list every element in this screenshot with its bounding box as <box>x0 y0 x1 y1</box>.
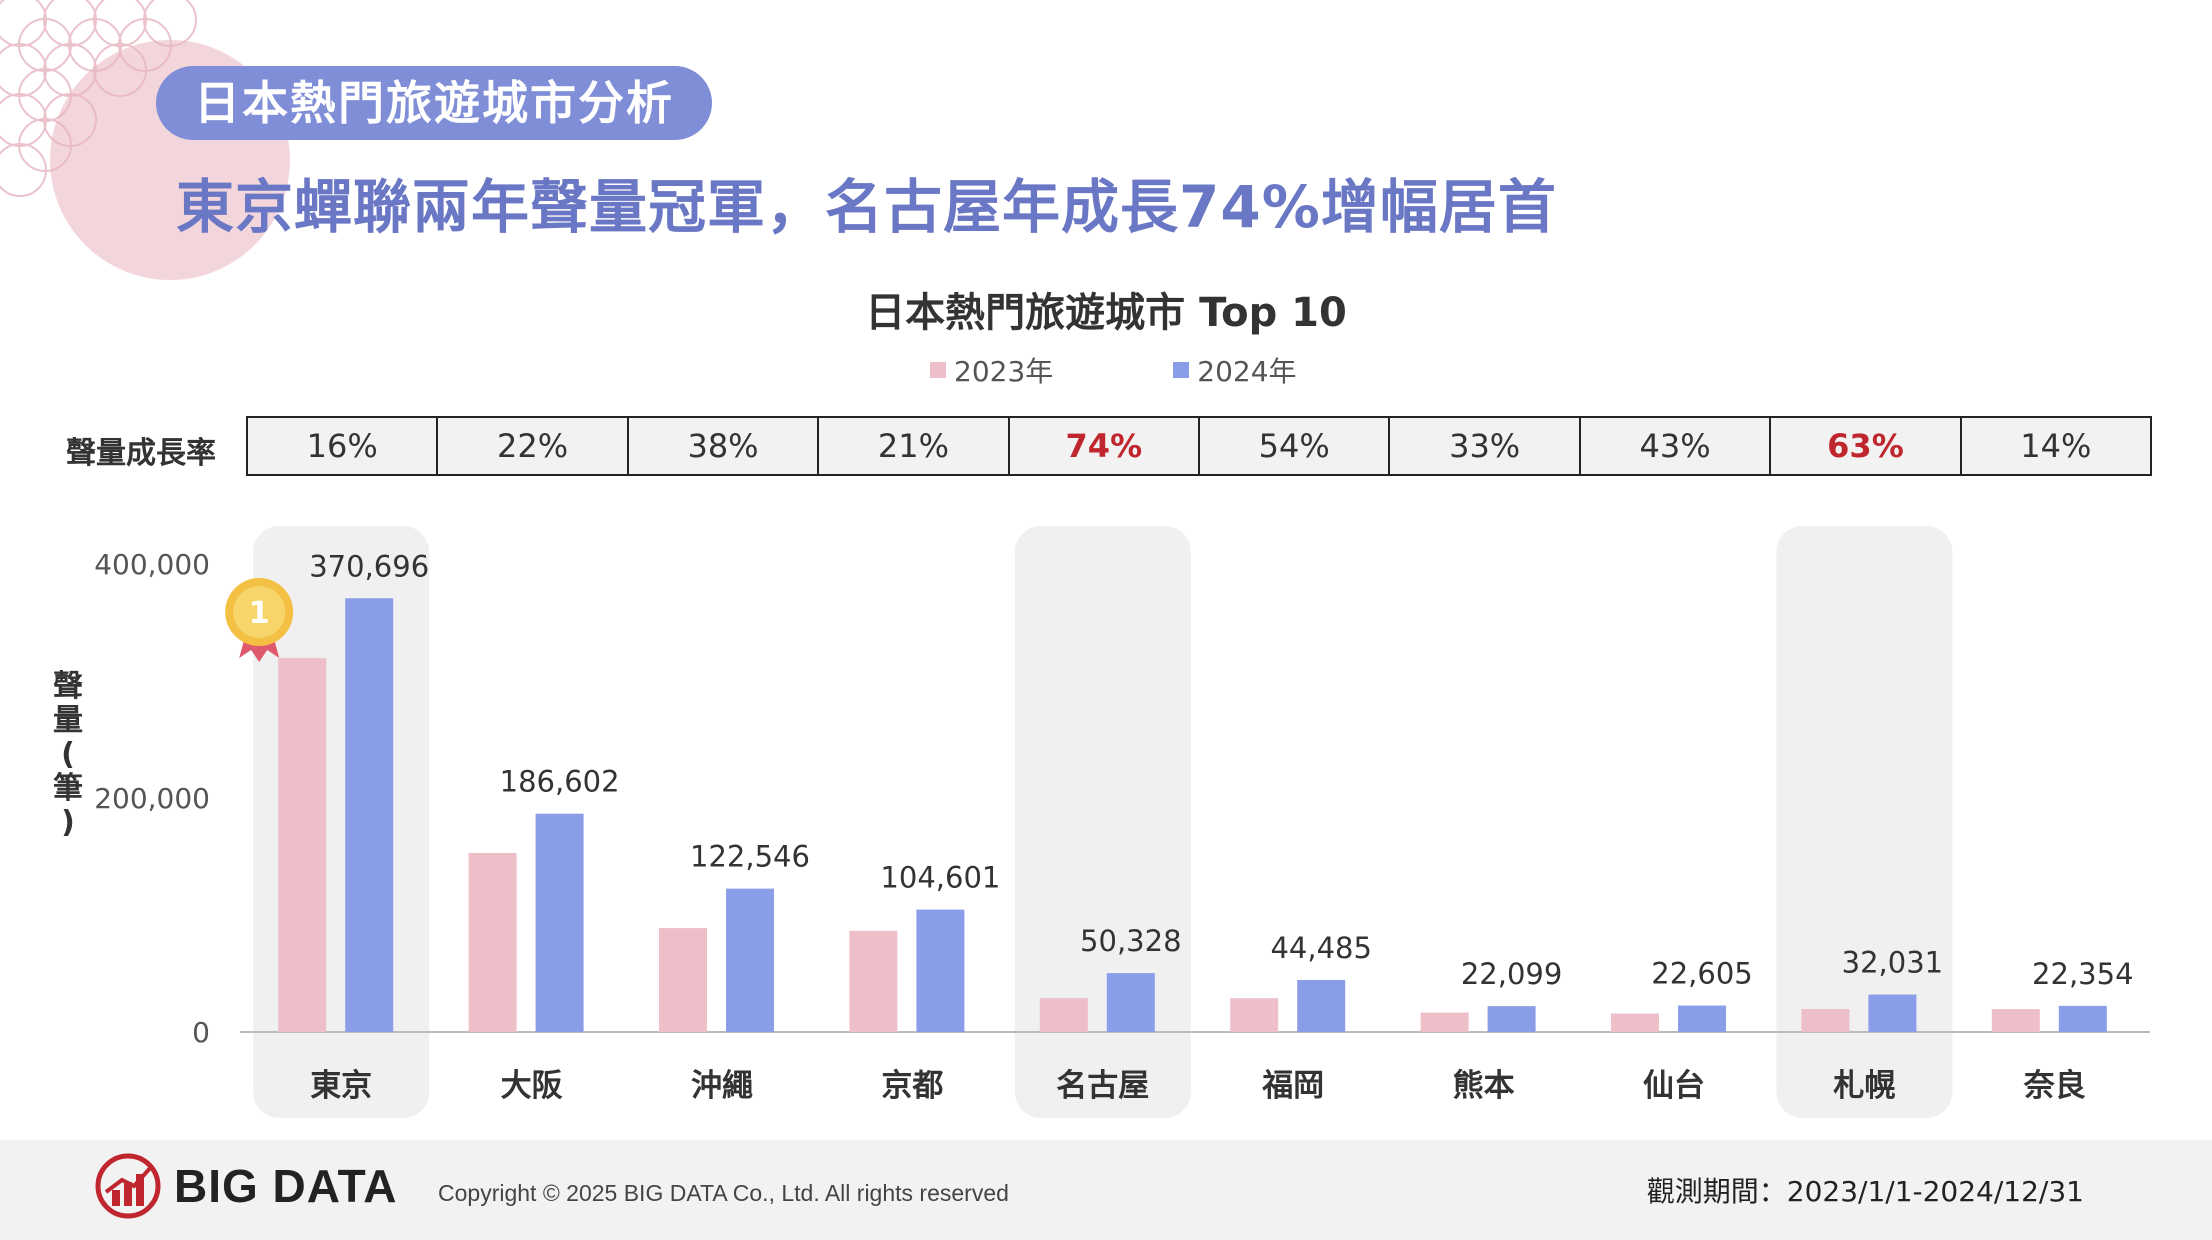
legend-item-2024: 2024年 <box>1173 350 1297 390</box>
bar-2023 <box>468 853 517 1032</box>
page-headline: 東京蟬聯兩年聲量冠軍，名古屋年成長74%增幅居首 <box>176 173 1557 241</box>
bar-2024 <box>726 888 774 1032</box>
bar-2023 <box>278 658 327 1032</box>
bar-2024 <box>2058 1005 2107 1032</box>
y-tick-label: 200,000 <box>94 782 210 815</box>
legend-label-2024: 2024年 <box>1197 355 1297 388</box>
growth-rate-cell: 54% <box>1200 418 1391 474</box>
bar-chart: 0200,000400,000聲量(筆)370,696東京186,602大阪12… <box>53 526 2150 1118</box>
growth-rate-cell: 74% <box>1009 418 1201 474</box>
y-tick-label: 400,000 <box>94 548 210 581</box>
medal-inner <box>233 586 286 638</box>
x-tick-label: 京都 <box>881 1068 943 1104</box>
copyright-text: Copyright © 2025 BIG DATA Co., Ltd. All … <box>438 1180 1009 1206</box>
footer <box>0 1140 2212 1240</box>
data-label: 186,602 <box>500 765 620 799</box>
data-label: 44,485 <box>1270 931 1371 965</box>
x-tick-label: 仙台 <box>1643 1068 1705 1104</box>
legend-swatch-2023 <box>930 362 946 378</box>
bar-2024 <box>1678 1005 1726 1032</box>
legend-swatch-2024 <box>1173 362 1190 378</box>
growth-rate-cell: 33% <box>1390 418 1581 474</box>
x-tick-label: 奈良 <box>2023 1068 2086 1104</box>
growth-rate-cell: 63% <box>1771 418 1962 474</box>
y-tick-label: 0 <box>192 1016 210 1049</box>
x-tick-label: 沖繩 <box>691 1068 753 1104</box>
bar-2024 <box>535 813 584 1032</box>
data-label: 22,605 <box>1651 957 1752 991</box>
data-label: 122,546 <box>690 840 810 874</box>
bar-2024 <box>1297 979 1346 1032</box>
bar-2024 <box>1868 994 1917 1032</box>
data-label: 50,328 <box>1080 924 1181 958</box>
section-badge: 日本熱門旅遊城市分析 <box>156 66 712 140</box>
x-tick-label: 東京 <box>310 1068 372 1104</box>
decorative-pattern <box>0 0 197 197</box>
growth-rate-cell: 16% <box>248 418 439 474</box>
bar-2023 <box>1611 1013 1659 1032</box>
bar-2024 <box>1487 1006 1536 1032</box>
bar-2024 <box>345 598 394 1032</box>
medal-rank-label: 1 <box>249 596 270 631</box>
data-label: 22,354 <box>2032 957 2133 991</box>
bar-2023 <box>849 930 898 1032</box>
growth-rate-cell: 22% <box>438 418 629 474</box>
chart-title: 日本熱門旅遊城市 Top 10 <box>865 290 1347 336</box>
data-label: 22,099 <box>1461 957 1562 991</box>
x-tick-label: 大阪 <box>501 1068 563 1104</box>
x-tick-label: 福岡 <box>1261 1068 1324 1104</box>
bar-2023 <box>1230 998 1279 1032</box>
bar-2023 <box>1039 998 1088 1032</box>
data-label: 104,601 <box>880 861 1000 895</box>
growth-rate-cell: 38% <box>628 418 820 474</box>
highlight-panel <box>1014 526 1191 1118</box>
bar-2023 <box>1801 1008 1850 1032</box>
growth-rate-row: 16% 22% 38% 21% 74% 54% 33% 43% 63% 14% <box>246 416 2152 476</box>
logo-text: BIG DATA <box>174 1160 398 1212</box>
bar-2024 <box>916 909 965 1032</box>
x-tick-label: 熊本 <box>1453 1068 1515 1104</box>
x-tick-label: 名古屋 <box>1056 1068 1149 1104</box>
logo: BIG DATA <box>92 1150 398 1222</box>
growth-rate-label: 聲量成長率 <box>66 436 216 471</box>
growth-rate-cell: 43% <box>1580 418 1772 474</box>
data-label: 32,031 <box>1842 946 1943 980</box>
legend-label-2023: 2023年 <box>954 355 1054 388</box>
x-tick-label: 札幌 <box>1833 1068 1895 1104</box>
chart-legend: 2023年 2024年 <box>930 350 1297 390</box>
y-axis-title: 聲量(筆) <box>53 669 83 840</box>
growth-rate-cell: 14% <box>1961 418 2151 474</box>
legend-item-2023: 2023年 <box>930 350 1053 390</box>
bar-2023 <box>1420 1012 1469 1032</box>
bar-2023 <box>659 928 707 1032</box>
observation-period: 觀測期間：2023/1/1-2024/12/31 <box>1646 1175 2084 1208</box>
data-label: 370,696 <box>309 549 429 583</box>
bar-2023 <box>1991 1009 2040 1032</box>
growth-rate-cell: 21% <box>819 418 1010 474</box>
bar-2024 <box>1106 973 1155 1032</box>
highlight-panel <box>1776 526 1953 1118</box>
logo-icon <box>95 1153 161 1219</box>
